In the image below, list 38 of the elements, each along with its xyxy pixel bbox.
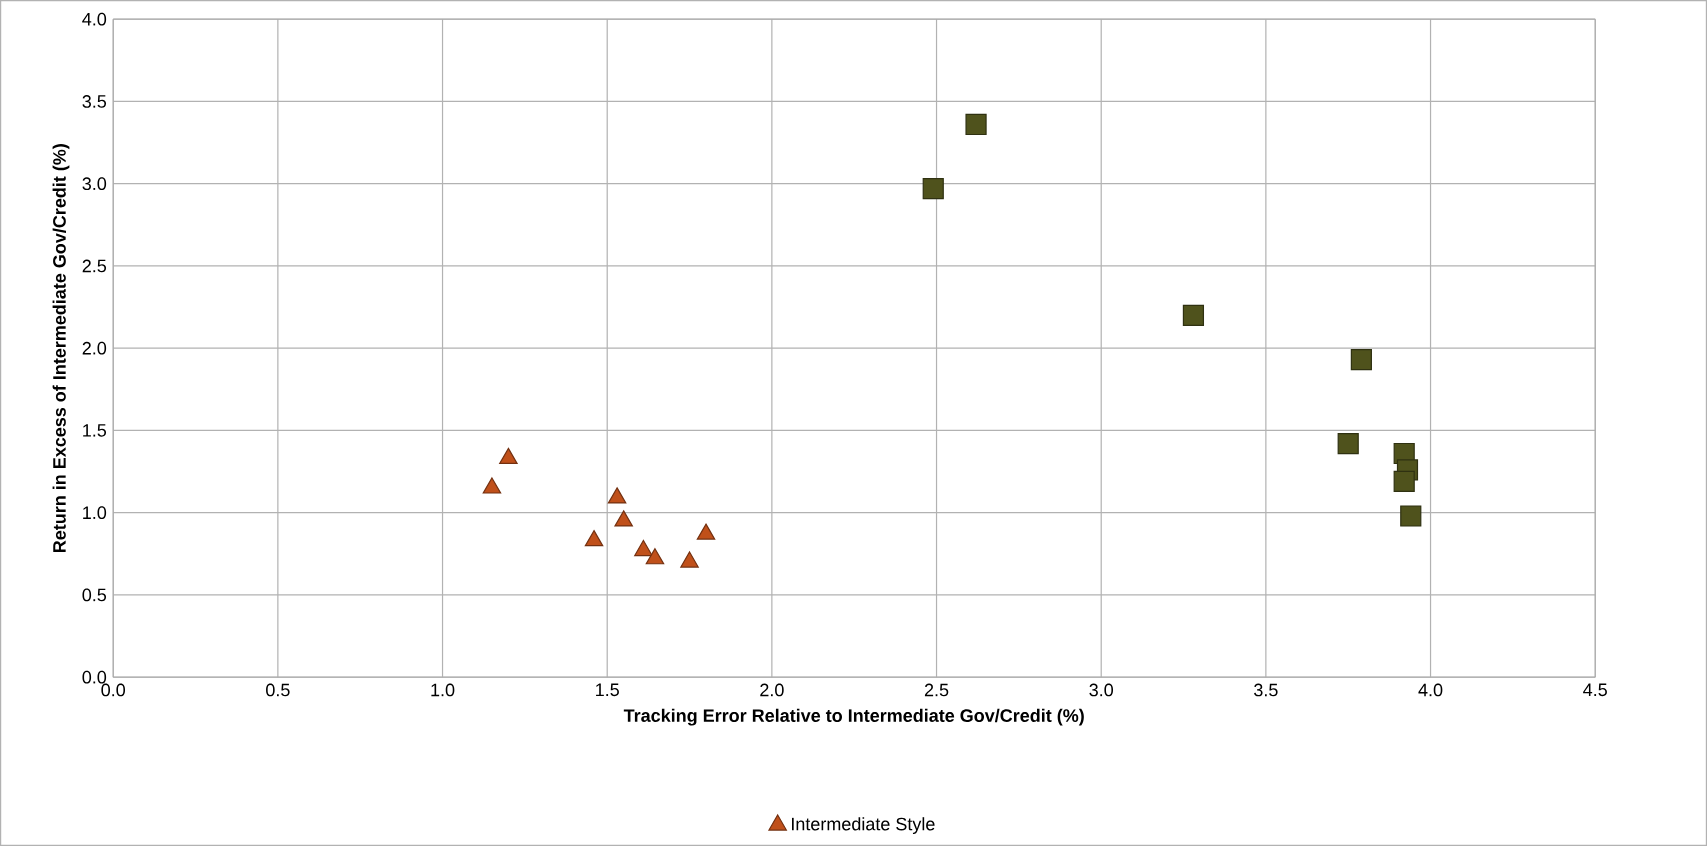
y-tick-label: 4.0	[82, 12, 107, 26]
y-tick-label: 1.0	[83, 506, 107, 520]
point	[922, 178, 944, 200]
point	[584, 530, 604, 547]
x-tick-label: 0.5	[266, 683, 290, 697]
x-tick-label: 3.0	[1089, 683, 1114, 697]
point	[614, 510, 633, 527]
x-tick-label: 1.5	[596, 683, 619, 697]
x-tick-label: 4.5	[1583, 683, 1607, 697]
point	[499, 447, 518, 465]
point	[634, 539, 653, 557]
point	[482, 477, 502, 494]
y-tick-label: 3.5	[82, 95, 107, 108]
point	[965, 113, 987, 136]
x-tick-label: 0.0	[101, 683, 126, 697]
x-tick-label: 3.5	[1254, 683, 1278, 697]
y-tick-label: 1.5	[83, 424, 107, 437]
point	[1350, 349, 1372, 371]
x-axis-title: Tracking Error Relative to Intermediate Gov/Credit (%)	[623, 708, 1084, 726]
point	[696, 523, 716, 540]
x-tick-label: 1.0	[431, 683, 455, 697]
point	[607, 487, 627, 504]
y-tick-label: 3.0	[82, 177, 107, 191]
point	[1337, 433, 1359, 455]
point	[645, 548, 665, 565]
y-tick-label: 0.0	[82, 670, 107, 684]
point	[1400, 505, 1422, 527]
x-tick-label: 4.0	[1418, 683, 1443, 697]
point	[1393, 470, 1415, 493]
point	[1182, 304, 1205, 326]
point	[680, 551, 699, 568]
x-tick-label: 2.5	[924, 683, 949, 697]
y-tick-label: 2.5	[82, 259, 107, 273]
legend-label: Intermediate Style	[791, 817, 935, 834]
y-tick-label: 2.0	[82, 341, 107, 355]
y-axis-title: Return in Excess of Intermediate Gov/Credit (%)	[52, 144, 70, 553]
x-tick-label: 2.0	[760, 683, 784, 697]
y-tick-label: 0.5	[82, 588, 107, 602]
